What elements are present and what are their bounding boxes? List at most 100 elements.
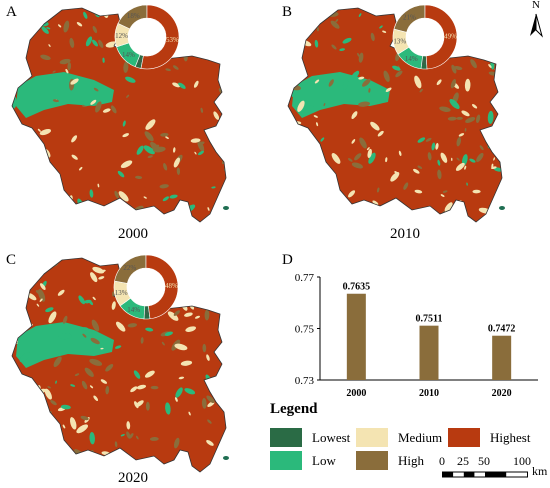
landscape-patch [118, 191, 129, 202]
landscape-patch [95, 101, 102, 113]
landscape-patch [39, 298, 43, 302]
donut-chart: 3%14% 12% 18% 53% [114, 4, 180, 70]
landscape-patch [303, 105, 316, 111]
landscape-patch [425, 137, 432, 142]
landscape-patch [71, 135, 78, 143]
landscape-patch [221, 67, 226, 76]
landscape-patch [281, 187, 287, 197]
landscape-patch [134, 175, 143, 179]
landscape-patch [197, 265, 200, 272]
landscape-patch [202, 343, 207, 353]
landscape-patch [75, 463, 80, 471]
landscape-patch [120, 160, 133, 169]
landscape-patch [176, 167, 181, 175]
donut-slice-label: 14% [127, 306, 140, 314]
landscape-patch [501, 30, 502, 43]
landscape-patch [297, 100, 305, 112]
landscape-patch [288, 133, 293, 142]
landscape-patch [392, 65, 401, 71]
landscape-patch [59, 58, 71, 65]
landscape-patch [12, 56, 15, 63]
landscape-patch [224, 218, 226, 222]
landscape-patch [354, 153, 362, 161]
landscape-patch [502, 88, 509, 98]
bar-chart-panel: D 0.77 0.75 0.73 0.7635 2000 0.7511 2010 0.7472… [276, 250, 550, 400]
landscape-patch [153, 146, 166, 153]
x-tick-label: 2020 [492, 388, 512, 399]
landscape-patch [379, 8, 387, 12]
landscape-patch [181, 288, 185, 295]
landscape-patch [413, 168, 420, 174]
landscape-patch [427, 152, 432, 161]
landscape-patch [19, 60, 26, 68]
landscape-patch [110, 105, 117, 114]
landscape-patch [48, 311, 57, 324]
landscape-patch [106, 460, 113, 472]
landscape-patch [490, 166, 497, 170]
landscape-patch [12, 36, 14, 40]
donut-slice-label: 14% [405, 55, 418, 63]
landscape-patch [330, 20, 340, 29]
landscape-patch [173, 310, 181, 316]
landscape-patch [55, 380, 57, 384]
landscape-patch [164, 331, 173, 336]
landscape-patch [100, 379, 108, 384]
landscape-patch [45, 258, 53, 263]
landscape-patch [303, 186, 315, 192]
donut-slice [140, 4, 180, 70]
landscape-patch [80, 101, 90, 106]
landscape-patch [162, 196, 170, 202]
landscape-patch [90, 272, 98, 283]
landscape-patch [329, 187, 338, 196]
landscape-patch [288, 215, 291, 222]
map-area [281, 7, 509, 223]
landscape-patch [218, 471, 222, 472]
landscape-patch [347, 158, 353, 162]
landscape-patch [178, 82, 186, 89]
landscape-patch [78, 295, 85, 305]
scale-unit: km [532, 464, 548, 478]
landscape-patch [320, 137, 325, 142]
landscape-patch [125, 76, 136, 83]
landscape-patch [342, 78, 349, 90]
north-arrow-icon [530, 13, 543, 38]
landscape-patch [296, 41, 304, 53]
landscape-patch [173, 157, 181, 168]
bar [419, 325, 439, 380]
landscape-patch [25, 161, 30, 168]
landscape-patch [79, 166, 83, 171]
landscape-patch [204, 289, 209, 298]
landscape-patch [379, 25, 383, 29]
landscape-patch [147, 155, 153, 159]
landscape-patch [325, 11, 339, 17]
landscape-patch [401, 215, 408, 219]
landscape-patch [184, 312, 193, 317]
landscape-patch [419, 88, 423, 93]
landscape-patch [37, 452, 43, 464]
y-tick-label: 0.75 [295, 324, 315, 336]
landscape-patch [12, 20, 16, 25]
landscape-patch [342, 37, 352, 44]
landscape-patch [339, 48, 346, 51]
landscape-patch [204, 309, 210, 321]
landscape-patch [102, 57, 105, 63]
landscape-patch [354, 111, 358, 118]
landscape-patch [133, 370, 141, 379]
landscape-patch [12, 153, 18, 157]
landscape-patch [122, 133, 130, 138]
landscape-patch [145, 401, 150, 411]
landscape-patch [197, 150, 204, 156]
legend-item-lowest: Lowest [270, 428, 350, 447]
landscape-patch [372, 200, 379, 205]
landscape-patch [461, 110, 470, 117]
region-low [16, 322, 114, 368]
landscape-patch [487, 110, 494, 124]
scale-tick-label: 25 [457, 454, 469, 468]
legend-label: High [398, 452, 424, 468]
y-tick-label: 0.77 [295, 272, 315, 284]
landscape-patch [19, 144, 26, 157]
landscape-patch [80, 221, 84, 222]
landscape-patch [197, 140, 205, 152]
landscape-patch [348, 190, 356, 198]
landscape-patch [221, 254, 223, 257]
